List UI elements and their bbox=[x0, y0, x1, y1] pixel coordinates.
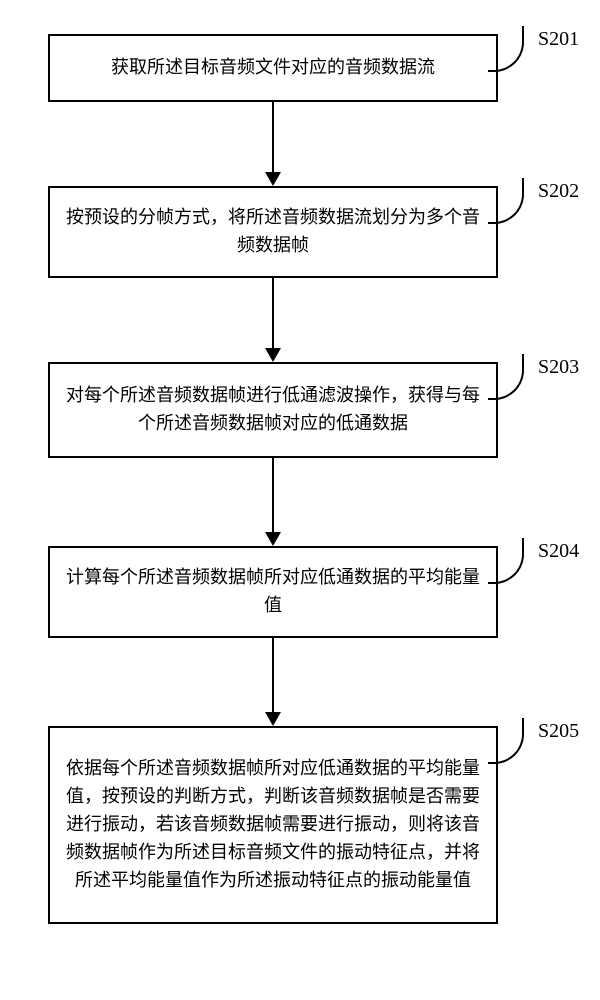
step-label-s205: S205 bbox=[538, 720, 579, 743]
label-connector bbox=[488, 718, 524, 764]
arrow-s202-s203 bbox=[253, 278, 293, 362]
step-label-s203: S203 bbox=[538, 356, 579, 379]
flow-node-s201: 获取所述目标音频文件对应的音频数据流 bbox=[48, 34, 498, 102]
flowchart-canvas: 获取所述目标音频文件对应的音频数据流 S201 按预设的分帧方式，将所述音频数据流划… bbox=[0, 0, 600, 1000]
arrow-s201-s202 bbox=[253, 102, 293, 186]
flow-node-s205: 依据每个所述音频数据帧所对应低通数据的平均能量值，按预设的判断方式，判断该音频数… bbox=[48, 726, 498, 924]
arrow-s204-s205 bbox=[253, 638, 293, 726]
label-connector bbox=[488, 354, 524, 400]
flow-node-text: 计算每个所述音频数据帧所对应低通数据的平均能量值 bbox=[64, 564, 482, 620]
arrow-s203-s204 bbox=[253, 458, 293, 546]
flow-node-text: 获取所述目标音频文件对应的音频数据流 bbox=[111, 54, 435, 82]
flow-node-text: 对每个所述音频数据帧进行低通滤波操作，获得与每个所述音频数据帧对应的低通数据 bbox=[64, 382, 482, 438]
flow-node-text: 依据每个所述音频数据帧所对应低通数据的平均能量值，按预设的判断方式，判断该音频数… bbox=[64, 755, 482, 894]
flow-node-s203: 对每个所述音频数据帧进行低通滤波操作，获得与每个所述音频数据帧对应的低通数据 bbox=[48, 362, 498, 458]
flow-node-s202: 按预设的分帧方式，将所述音频数据流划分为多个音频数据帧 bbox=[48, 186, 498, 278]
label-connector bbox=[488, 538, 524, 584]
step-label-s204: S204 bbox=[538, 540, 579, 563]
label-connector bbox=[488, 26, 524, 72]
flow-node-text: 按预设的分帧方式，将所述音频数据流划分为多个音频数据帧 bbox=[64, 204, 482, 260]
step-label-s202: S202 bbox=[538, 180, 579, 203]
flow-node-s204: 计算每个所述音频数据帧所对应低通数据的平均能量值 bbox=[48, 546, 498, 638]
label-connector bbox=[488, 178, 524, 224]
step-label-s201: S201 bbox=[538, 28, 579, 51]
